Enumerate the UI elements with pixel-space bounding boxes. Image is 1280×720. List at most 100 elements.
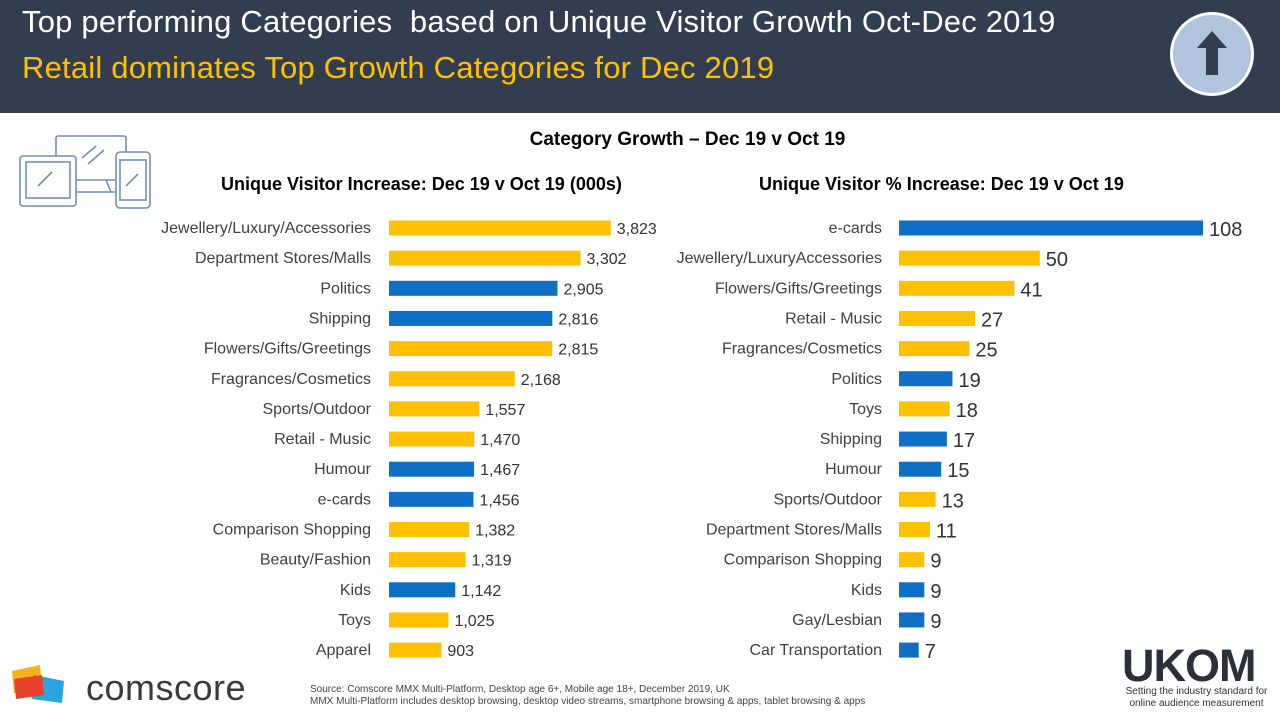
bar bbox=[389, 220, 611, 236]
bar bbox=[389, 582, 456, 598]
bar bbox=[389, 371, 515, 387]
category-label: Politics bbox=[320, 280, 371, 297]
category-label: Humour bbox=[825, 461, 883, 478]
bar bbox=[899, 612, 925, 628]
value-label: 15 bbox=[947, 460, 969, 482]
value-label: 9 bbox=[930, 611, 941, 633]
category-label: Fragrances/Cosmetics bbox=[722, 341, 882, 358]
category-label: e-cards bbox=[318, 491, 371, 508]
value-label: 903 bbox=[447, 643, 474, 660]
category-label: Fragrances/Cosmetics bbox=[211, 371, 371, 388]
category-label: Jewellery/LuxuryAccessories bbox=[677, 250, 882, 267]
value-label: 41 bbox=[1020, 279, 1042, 301]
value-label: 13 bbox=[942, 490, 964, 512]
ukom-tagline: Setting the industry standard for online… bbox=[1125, 686, 1268, 709]
devices-icon bbox=[16, 126, 156, 212]
value-label: 9 bbox=[930, 581, 941, 603]
category-label: Department Stores/Malls bbox=[706, 522, 882, 539]
source-note: Source: Comscore MMX Multi-Platform, Des… bbox=[310, 684, 865, 708]
category-label: Politics bbox=[831, 371, 882, 388]
bar bbox=[389, 250, 581, 266]
bar bbox=[899, 310, 975, 326]
bar bbox=[899, 642, 919, 658]
bar bbox=[389, 431, 475, 447]
category-label: Sports/Outdoor bbox=[263, 401, 372, 418]
chart-main-title: Category Growth – Dec 19 v Oct 19 bbox=[529, 129, 846, 150]
category-label: Sports/Outdoor bbox=[774, 491, 883, 508]
value-label: 2,905 bbox=[563, 281, 603, 298]
ukom-wordmark: UKOM bbox=[1122, 640, 1256, 691]
value-label: 2,816 bbox=[558, 311, 598, 328]
bar bbox=[899, 371, 953, 387]
value-label: 18 bbox=[956, 400, 978, 422]
category-label: Beauty/Fashion bbox=[260, 552, 371, 569]
bar bbox=[389, 552, 466, 568]
value-label: 1,382 bbox=[475, 523, 515, 540]
value-label: 25 bbox=[975, 340, 997, 362]
source-line-1: Source: Comscore MMX Multi-Platform, Des… bbox=[310, 684, 730, 695]
category-label: Flowers/Gifts/Greetings bbox=[204, 341, 371, 358]
category-label: Kids bbox=[851, 582, 882, 599]
value-label: 7 bbox=[925, 641, 936, 663]
bar bbox=[389, 642, 442, 658]
value-label: 50 bbox=[1046, 249, 1068, 271]
category-label: Shipping bbox=[820, 431, 882, 448]
category-label: Toys bbox=[849, 401, 882, 418]
bar bbox=[899, 401, 950, 417]
value-label: 1,557 bbox=[485, 402, 525, 419]
bar bbox=[899, 220, 1203, 236]
bar bbox=[389, 280, 558, 296]
bar bbox=[899, 341, 970, 357]
ukom-logo: UKOM Setting the industry standard for o… bbox=[1112, 640, 1272, 718]
bar bbox=[389, 401, 480, 417]
value-label: 108 bbox=[1209, 219, 1242, 241]
value-label: 1,456 bbox=[479, 492, 519, 509]
category-label: Shipping bbox=[309, 310, 371, 327]
bar bbox=[899, 431, 947, 447]
bar bbox=[899, 250, 1040, 266]
bar bbox=[389, 612, 449, 628]
right-panel-title: Unique Visitor % Increase: Dec 19 v Oct … bbox=[759, 174, 1124, 194]
category-label: Gay/Lesbian bbox=[792, 612, 882, 629]
page-subtitle: Retail dominates Top Growth Categories f… bbox=[22, 50, 775, 85]
category-label: Car Transportation bbox=[749, 642, 882, 659]
comscore-logo-icon bbox=[12, 665, 72, 709]
category-label: Department Stores/Malls bbox=[195, 250, 371, 267]
bar bbox=[389, 461, 475, 477]
category-label: e-cards bbox=[829, 220, 882, 237]
category-label: Apparel bbox=[316, 642, 371, 659]
category-label: Comparison Shopping bbox=[213, 522, 371, 539]
bar bbox=[389, 491, 474, 507]
category-label: Retail - Music bbox=[274, 431, 371, 448]
category-label: Toys bbox=[338, 612, 371, 629]
category-label: Flowers/Gifts/Greetings bbox=[715, 280, 882, 297]
value-label: 19 bbox=[958, 370, 980, 392]
source-line-2: MMX Multi-Platform includes desktop brow… bbox=[310, 696, 866, 707]
bar bbox=[899, 461, 942, 477]
value-label: 3,302 bbox=[587, 251, 627, 268]
bar bbox=[899, 582, 925, 598]
bar bbox=[899, 522, 930, 537]
bar bbox=[899, 280, 1015, 296]
page-title: Top performing Categories based on Uniqu… bbox=[22, 4, 1056, 39]
bar bbox=[389, 310, 553, 326]
category-label: Retail - Music bbox=[785, 310, 882, 327]
arrow-up-icon bbox=[1170, 12, 1254, 96]
value-label: 1,142 bbox=[461, 583, 501, 600]
value-label: 1,470 bbox=[480, 432, 520, 449]
category-label: Jewellery/Luxury/Accessories bbox=[161, 220, 371, 237]
value-label: 9 bbox=[930, 551, 941, 573]
category-label: Comparison Shopping bbox=[724, 552, 882, 569]
header-bar: Top performing Categories based on Uniqu… bbox=[0, 0, 1280, 113]
value-label: 3,823 bbox=[617, 221, 657, 238]
bar bbox=[899, 491, 936, 507]
category-label: Kids bbox=[340, 582, 371, 599]
value-label: 1,467 bbox=[480, 462, 520, 479]
visitor-increase-chart: Jewellery/Luxury/Accessories 3,823 Departm… bbox=[161, 220, 657, 660]
visitor-pct-increase-chart: e-cards 108 Jewellery/LuxuryAccessories 50 F… bbox=[677, 219, 1243, 663]
bar bbox=[389, 522, 470, 537]
comscore-brand: comscore bbox=[86, 667, 247, 708]
value-label: 11 bbox=[936, 521, 957, 543]
left-panel-title: Unique Visitor Increase: Dec 19 v Oct 19… bbox=[221, 174, 622, 194]
bar bbox=[899, 552, 925, 568]
